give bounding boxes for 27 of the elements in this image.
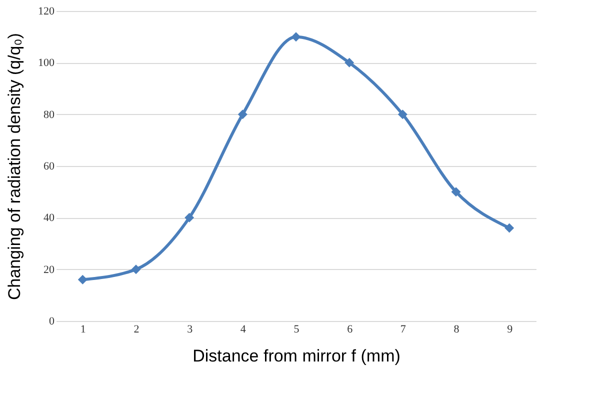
point [344, 58, 354, 68]
y-tick-label: 20 [44, 264, 55, 276]
point [291, 32, 301, 42]
point [184, 212, 194, 222]
x-tick-label: 4 [240, 324, 246, 336]
x-tick-label: 7 [400, 324, 406, 336]
point [451, 187, 461, 197]
y-tick-label: 0 [49, 316, 55, 328]
x-tick-label: 6 [347, 324, 354, 336]
x-tick-label: 8 [454, 324, 460, 336]
point [398, 110, 408, 120]
y-tick-label: 120 [38, 6, 55, 18]
y-axis-title: Changing of radiation density (q/q₀) [5, 33, 24, 300]
x-tick-label: 3 [187, 324, 194, 336]
point [238, 110, 248, 120]
y-tick-label: 60 [44, 160, 55, 172]
point [131, 264, 141, 274]
x-tick-label: 1 [80, 324, 86, 336]
x-axis-title: Distance from mirror f (mm) [192, 346, 400, 366]
x-tick-label: 9 [507, 324, 514, 336]
point [504, 223, 514, 233]
y-tick-label: 40 [44, 212, 55, 224]
y-tick-label: 80 [44, 108, 55, 121]
x-tick-label: 2 [134, 324, 140, 336]
point [78, 274, 88, 284]
y-tick-label: 100 [38, 57, 55, 70]
x-tick-label: 5 [294, 324, 300, 336]
